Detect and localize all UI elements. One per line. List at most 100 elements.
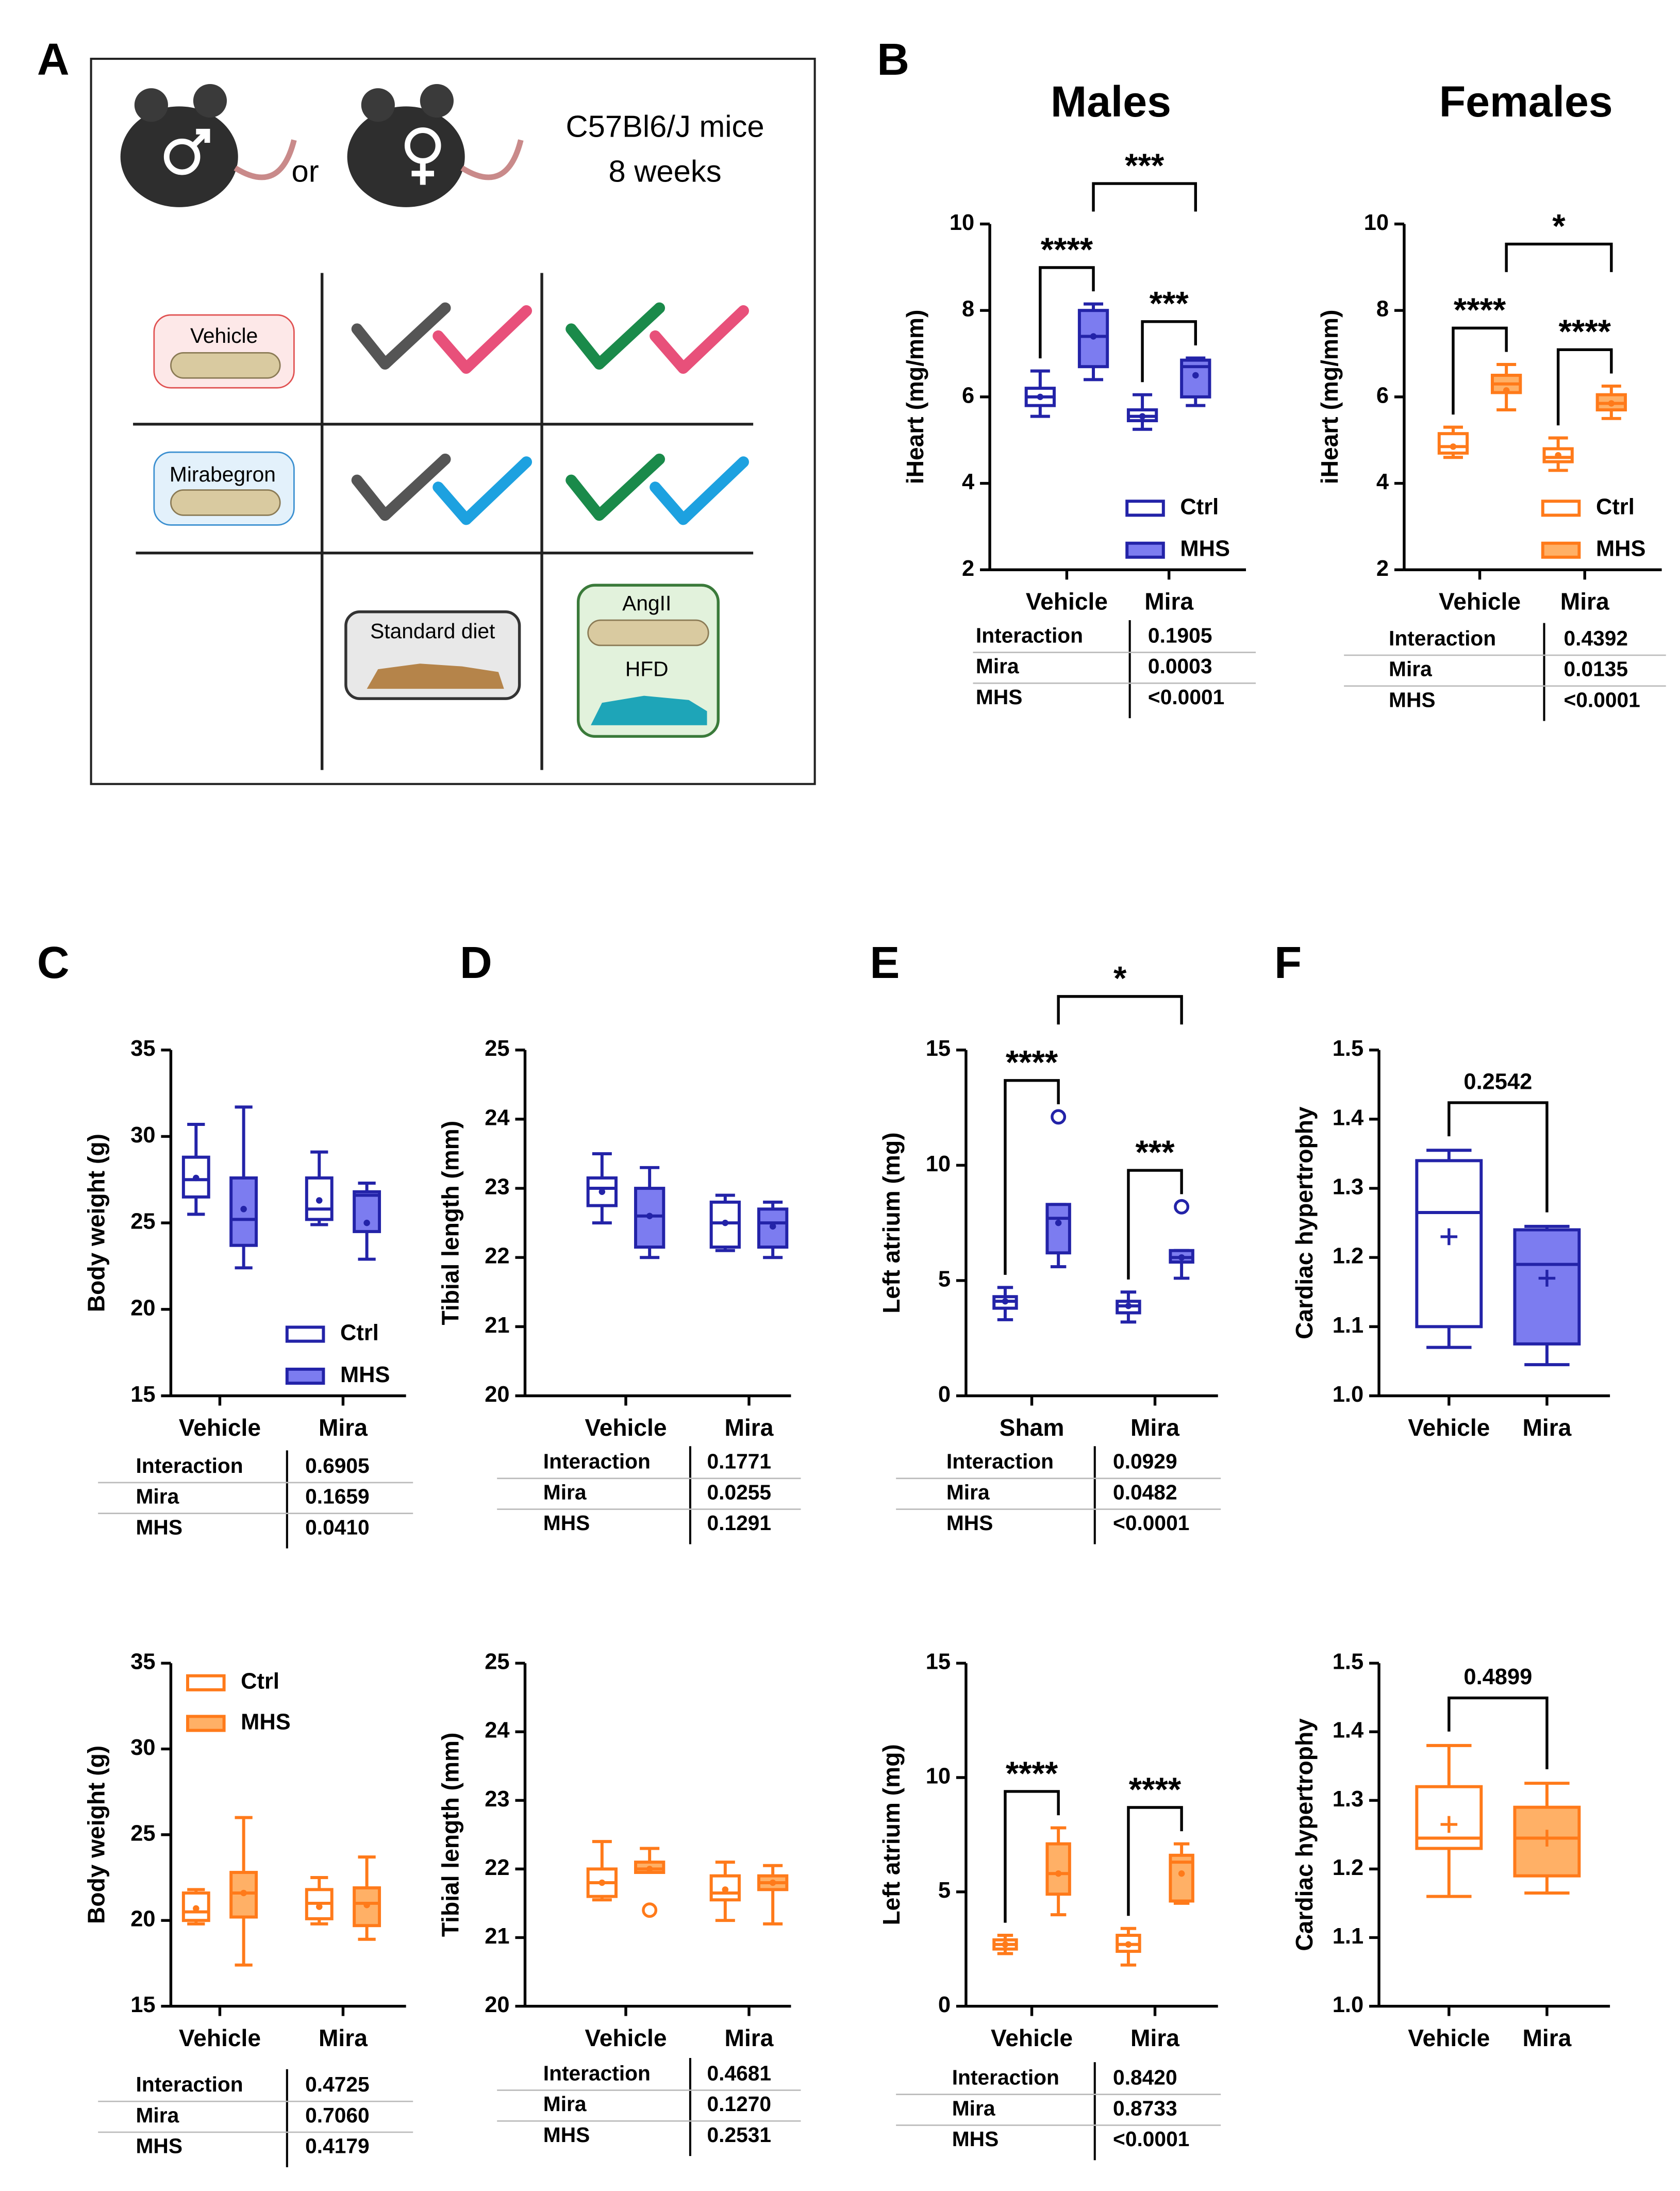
stat-value: 0.4179 — [305, 2134, 370, 2158]
mean-marker — [1608, 400, 1615, 407]
mean-marker — [193, 1905, 199, 1912]
chart: C Body weight (g) 15 20 25 30 35 Vehicle Mira Ctr… — [37, 938, 413, 1549]
x-tick-label: Mira — [1130, 1414, 1179, 1441]
stat-term: MHS — [946, 1511, 993, 1535]
outlier — [1051, 1109, 1067, 1125]
mean-marker — [316, 1903, 323, 1910]
y-tick-label: 35 — [130, 1036, 155, 1061]
mean-marker — [240, 1889, 247, 1897]
y-axis-label: iHeart (mg/mm) — [902, 310, 928, 485]
y-tick-label: 6 — [962, 383, 974, 408]
x-tick-label: Sham — [1000, 1414, 1064, 1441]
box — [1045, 1842, 1071, 1896]
x-tick-label: Mira — [1130, 2024, 1179, 2051]
x-tick-label: Mira — [725, 1414, 774, 1441]
y-tick-label: 21 — [485, 1313, 509, 1338]
box — [634, 1187, 666, 1249]
mean-marker — [193, 1174, 199, 1182]
x-tick-label: Mira — [1560, 588, 1609, 615]
y-tick-label: 23 — [485, 1787, 509, 1812]
outlier — [1174, 1199, 1190, 1215]
significance-label: 0.4899 — [1463, 1665, 1532, 1689]
y-axis-label: Left atrium (mg) — [878, 1744, 905, 1925]
significance-bracket — [1039, 266, 1095, 359]
y-tick-label: 5 — [938, 1267, 951, 1291]
y-tick-label: 1.2 — [1333, 1855, 1363, 1880]
check-marks — [351, 302, 749, 525]
y-tick-label: 8 — [962, 297, 974, 322]
chart: D Tibial length (mm) 20 21 22 23 24 25 Vehicle Mi… — [437, 938, 801, 1545]
y-tick-label: 10 — [950, 210, 974, 235]
y-tick-label: 22 — [485, 1244, 509, 1269]
significance-label: **** — [1041, 230, 1093, 268]
stat-term: Mira — [1389, 657, 1432, 681]
diagram-frame — [90, 58, 816, 785]
mean-marker — [769, 1223, 776, 1230]
x-tick-label: Vehicle — [1026, 588, 1108, 615]
mean-marker — [1538, 1830, 1556, 1847]
significance-bracket — [1127, 1169, 1183, 1280]
panel-letter: D — [460, 938, 492, 988]
mean-marker — [1037, 393, 1044, 401]
y-tick-label: 8 — [1376, 297, 1389, 322]
hfd-label: HFD — [625, 657, 669, 681]
stat-value: <0.0001 — [1113, 2127, 1189, 2151]
mean-marker — [1192, 372, 1199, 379]
stat-term: Interaction — [543, 1450, 651, 1473]
x-tick-label: Mira — [1144, 588, 1193, 615]
stat-term: Mira — [543, 2092, 587, 2116]
legend-label: Ctrl — [1180, 494, 1219, 519]
y-tick-label: 25 — [130, 1209, 155, 1234]
stat-value: 0.1291 — [707, 1511, 772, 1535]
y-tick-label: 1.5 — [1333, 1650, 1363, 1674]
x-tick-label: Vehicle — [1439, 588, 1521, 615]
y-tick-label: 1.0 — [1333, 1993, 1363, 2017]
significance-bracket — [1448, 1696, 1549, 1769]
legend-label: MHS — [241, 1709, 291, 1734]
legend-label: Ctrl — [340, 1321, 379, 1346]
stat-term: Mira — [952, 2096, 995, 2120]
y-axis-label: Body weight (g) — [82, 1134, 109, 1312]
stat-term: Interaction — [543, 2061, 651, 2085]
significance-label: **** — [1129, 1770, 1182, 1808]
significance-label: *** — [1125, 146, 1165, 184]
stat-term: Interaction — [976, 623, 1083, 647]
y-axis-label: iHeart (mg/mm) — [1316, 310, 1343, 485]
significance-label: *** — [1150, 285, 1189, 322]
stat-term: Mira — [136, 1485, 179, 1508]
x-tick-label: Vehicle — [585, 2024, 667, 2051]
mean-marker — [646, 1866, 653, 1872]
stat-term: Interaction — [136, 1454, 243, 1478]
significance-label: *** — [1135, 1134, 1175, 1171]
mean-marker — [722, 1219, 729, 1226]
y-axis-label: Cardiac hypertrophy — [1291, 1718, 1318, 1951]
stat-value: 0.0135 — [1563, 657, 1628, 681]
panel-letter: F — [1274, 938, 1302, 988]
stat-value: <0.0001 — [1113, 1511, 1189, 1535]
stat-term: MHS — [1389, 688, 1435, 711]
stat-term: Mira — [543, 1480, 587, 1504]
y-tick-label: 20 — [130, 1907, 155, 1932]
y-axis-label: Left atrium (mg) — [878, 1132, 905, 1313]
x-tick-label: Vehicle — [1408, 2024, 1490, 2051]
mean-marker — [1002, 1298, 1009, 1305]
stat-value: 0.1905 — [1148, 623, 1212, 647]
mouse-female — [347, 84, 524, 207]
mouse-age: 8 weeks — [608, 154, 721, 189]
significance-label: 0.2542 — [1463, 1069, 1532, 1094]
stat-term: MHS — [543, 2123, 590, 2147]
significance-bracket — [1556, 348, 1613, 426]
panel-letter: A — [37, 35, 70, 85]
mean-marker — [646, 1213, 653, 1219]
stat-value: 0.0410 — [305, 1515, 370, 1539]
y-tick-label: 22 — [485, 1855, 509, 1880]
standard-diet-label: Standard diet — [370, 619, 495, 643]
legend-swatch — [1541, 500, 1581, 517]
x-tick-label: Mira — [1522, 2024, 1571, 2051]
mean-marker — [1178, 1254, 1185, 1261]
box — [229, 1176, 258, 1247]
stat-term: Mira — [946, 1480, 990, 1504]
legend-label: Ctrl — [1596, 494, 1635, 519]
mean-marker — [1440, 1228, 1458, 1246]
